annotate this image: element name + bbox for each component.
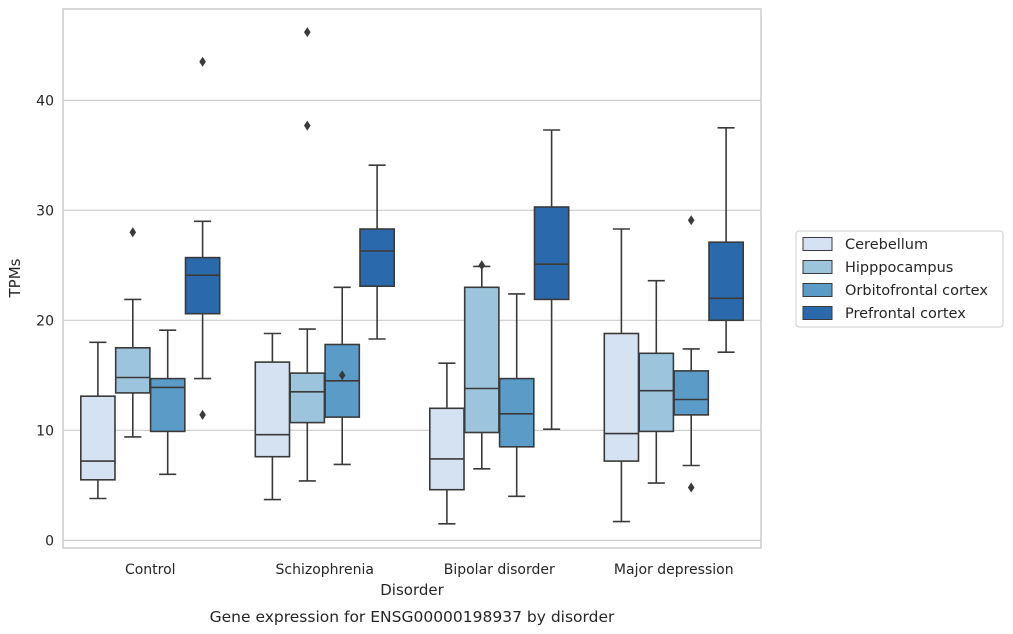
box-iqr <box>184 256 221 315</box>
box-iqr <box>498 377 535 448</box>
outlier-marker <box>478 260 486 271</box>
outlier-marker <box>199 409 206 420</box>
plot-area <box>63 9 761 548</box>
outlier-marker <box>687 215 695 226</box>
legend-label: Cerebellum <box>845 237 928 253</box>
box-group <box>673 215 710 493</box>
box-group <box>498 293 535 498</box>
outlier-marker <box>129 227 137 238</box>
box-iqr <box>708 241 745 322</box>
box-iqr <box>289 372 326 424</box>
legend-swatch <box>802 260 833 274</box>
y-tick-label: 0 <box>45 533 54 549</box>
box-iqr <box>254 361 291 458</box>
legend-swatch <box>802 306 833 320</box>
legend-frame <box>795 230 1004 328</box>
chart-caption: Gene expression for ENSG00000198937 by d… <box>210 608 615 626</box>
legend-label: Hipppocampus <box>845 260 953 276</box>
outlier-marker <box>338 370 346 381</box>
box-iqr <box>359 228 396 288</box>
outlier-marker <box>304 120 311 131</box>
x-tick-labels: Control Schizophrenia Bipolar disorder Majo… <box>125 562 734 578</box>
legend-label: Prefrontal cortex <box>845 306 966 322</box>
box-group <box>708 127 745 354</box>
box-iqr <box>79 395 116 481</box>
box-group <box>359 164 396 340</box>
box-group <box>184 56 221 420</box>
box-group <box>289 27 326 482</box>
box-group <box>638 279 675 484</box>
box-iqr <box>533 206 570 301</box>
box-iqr <box>463 286 500 434</box>
box-group <box>324 286 361 466</box>
box-group <box>428 362 465 525</box>
legend-swatch <box>802 283 833 297</box>
y-tick-label: 30 <box>36 203 54 219</box>
box-plots <box>79 27 745 525</box>
box-group <box>463 260 500 470</box>
legend-swatch <box>802 237 833 251</box>
y-tick-labels: 0 10 20 30 40 <box>36 93 54 549</box>
y-tick-label: 20 <box>36 313 54 329</box>
box-iqr <box>149 377 186 433</box>
box-iqr <box>603 332 640 462</box>
plot-frame <box>62 8 762 549</box>
box-iqr <box>114 346 151 394</box>
y-tick-label: 40 <box>36 93 54 109</box>
x-tick-label: Control <box>125 562 176 578</box>
y-tick-label: 10 <box>36 423 54 439</box>
outlier-marker <box>304 27 311 38</box>
outlier-marker <box>199 56 206 67</box>
outlier-marker <box>687 482 695 493</box>
x-tick-label: Bipolar disorder <box>444 562 555 578</box>
legend: Cerebellum Hipppocampus Orbitofrontal cort… <box>795 230 1004 328</box>
box-group <box>254 332 291 501</box>
x-axis-label: Disorder <box>380 581 444 599</box>
box-group <box>114 227 151 438</box>
box-group <box>79 341 116 500</box>
box-iqr <box>428 407 465 491</box>
box-group <box>149 329 186 476</box>
box-group <box>603 228 640 523</box>
box-iqr <box>638 352 675 433</box>
legend-label: Orbitofrontal cortex <box>845 283 988 299</box>
x-tick-label: Schizophrenia <box>276 562 374 578</box>
box-group <box>533 129 570 431</box>
box-iqr <box>673 370 710 416</box>
x-tick-label: Major depression <box>614 562 734 578</box>
y-axis-label: TPMs <box>6 258 24 298</box>
